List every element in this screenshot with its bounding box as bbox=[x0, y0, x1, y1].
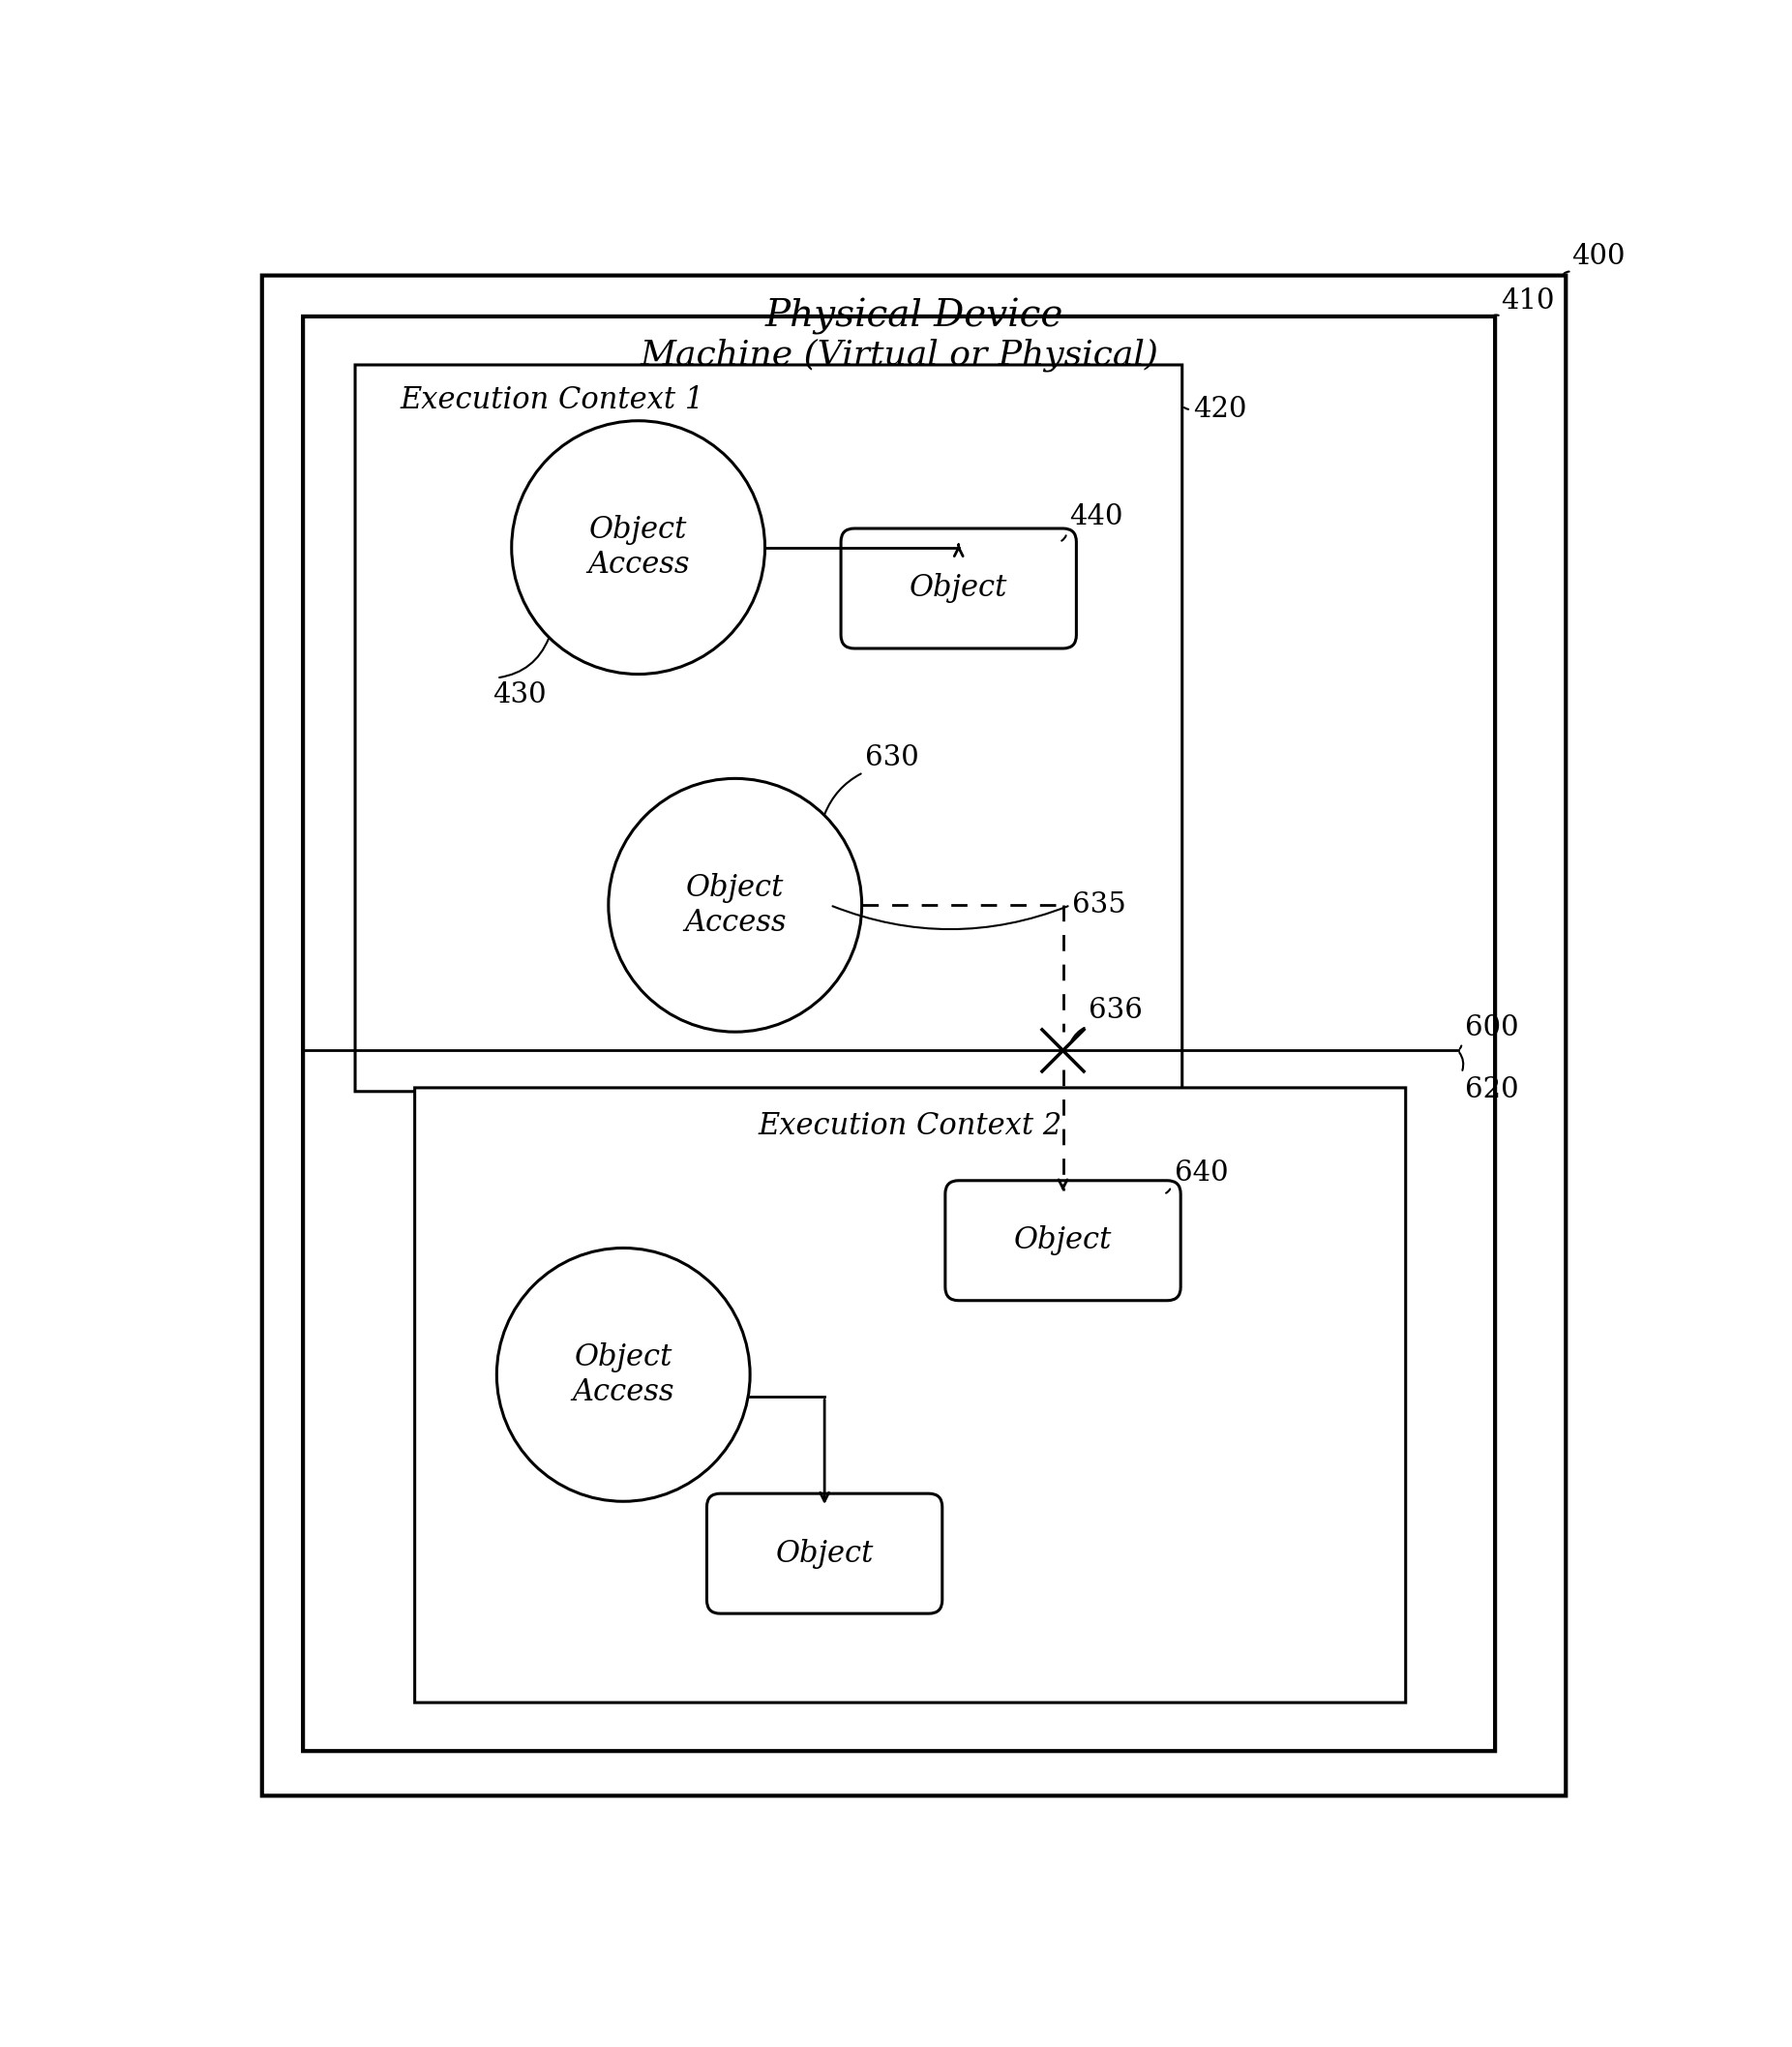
FancyBboxPatch shape bbox=[840, 528, 1077, 649]
FancyBboxPatch shape bbox=[262, 276, 1566, 1795]
Text: Object
Access: Object Access bbox=[572, 1343, 674, 1406]
FancyBboxPatch shape bbox=[706, 1494, 943, 1613]
Text: 430: 430 bbox=[493, 682, 547, 708]
Text: 636: 636 bbox=[1090, 997, 1143, 1024]
Text: Object
Access: Object Access bbox=[685, 872, 787, 938]
Text: 635: 635 bbox=[1072, 892, 1125, 919]
Text: 420: 420 bbox=[1193, 395, 1247, 424]
Text: Object: Object bbox=[1014, 1226, 1113, 1255]
Text: 600: 600 bbox=[1466, 1015, 1520, 1042]
Text: Object
Access: Object Access bbox=[588, 516, 690, 579]
Text: 440: 440 bbox=[1068, 504, 1122, 530]
Circle shape bbox=[511, 422, 765, 673]
Text: 630: 630 bbox=[866, 743, 919, 772]
Circle shape bbox=[609, 778, 862, 1032]
FancyBboxPatch shape bbox=[414, 1087, 1405, 1703]
Text: Machine (Virtual or Physical): Machine (Virtual or Physical) bbox=[640, 338, 1158, 373]
FancyBboxPatch shape bbox=[944, 1181, 1181, 1300]
Text: 400: 400 bbox=[1572, 244, 1625, 270]
Text: Execution Context 2: Execution Context 2 bbox=[758, 1112, 1063, 1142]
Text: Object: Object bbox=[910, 573, 1007, 604]
Text: Object: Object bbox=[776, 1539, 873, 1568]
Text: Physical Device: Physical Device bbox=[765, 299, 1063, 336]
Text: 410: 410 bbox=[1502, 289, 1555, 315]
FancyBboxPatch shape bbox=[355, 364, 1183, 1091]
Text: 640: 640 bbox=[1176, 1159, 1229, 1187]
FancyBboxPatch shape bbox=[303, 317, 1495, 1750]
Text: 620: 620 bbox=[1466, 1077, 1520, 1103]
Circle shape bbox=[496, 1249, 751, 1500]
Text: Execution Context 1: Execution Context 1 bbox=[400, 385, 704, 416]
